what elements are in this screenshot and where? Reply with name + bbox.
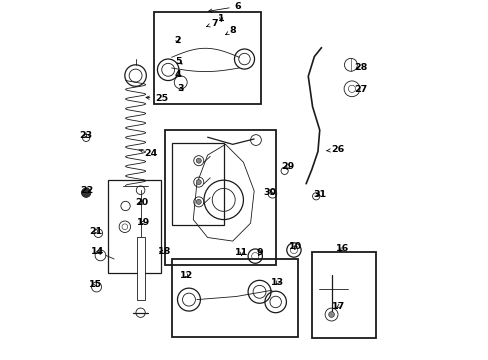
- Text: 22: 22: [80, 186, 93, 195]
- Text: 29: 29: [281, 162, 294, 171]
- Text: 28: 28: [353, 63, 366, 72]
- Text: 4: 4: [174, 69, 181, 78]
- Bar: [171, 143, 224, 225]
- Text: 19: 19: [137, 218, 150, 227]
- Bar: [311, 252, 375, 338]
- Text: 10: 10: [288, 242, 302, 251]
- Text: 17: 17: [331, 302, 345, 311]
- Text: 1: 1: [218, 14, 224, 23]
- Polygon shape: [193, 144, 254, 241]
- Text: 27: 27: [353, 85, 366, 94]
- Circle shape: [196, 180, 201, 185]
- Text: 15: 15: [89, 280, 102, 289]
- Text: 26: 26: [325, 145, 345, 154]
- Text: 21: 21: [89, 227, 102, 236]
- Bar: [171, 259, 297, 337]
- Text: 7: 7: [206, 19, 218, 28]
- Text: 5: 5: [175, 57, 182, 66]
- Circle shape: [196, 199, 201, 204]
- Text: 12: 12: [179, 271, 192, 280]
- Text: 23: 23: [79, 131, 92, 140]
- Bar: [136, 237, 144, 301]
- Text: 6: 6: [208, 2, 241, 12]
- Bar: [154, 12, 260, 104]
- Text: 14: 14: [91, 247, 104, 256]
- Circle shape: [196, 158, 201, 163]
- Circle shape: [328, 312, 334, 318]
- Text: 20: 20: [135, 198, 148, 207]
- Text: 8: 8: [225, 26, 236, 35]
- Bar: [108, 180, 161, 273]
- Text: 30: 30: [263, 188, 276, 197]
- Text: 11: 11: [235, 248, 248, 257]
- Bar: [164, 130, 275, 265]
- Text: 9: 9: [256, 248, 263, 257]
- Circle shape: [81, 188, 91, 197]
- Text: 2: 2: [174, 36, 181, 45]
- Text: 31: 31: [312, 190, 325, 199]
- Text: 13: 13: [271, 278, 284, 287]
- Text: 25: 25: [146, 94, 168, 103]
- Text: 18: 18: [157, 247, 171, 256]
- Text: 16: 16: [336, 244, 349, 253]
- Text: 24: 24: [139, 149, 157, 158]
- Text: 3: 3: [177, 84, 183, 93]
